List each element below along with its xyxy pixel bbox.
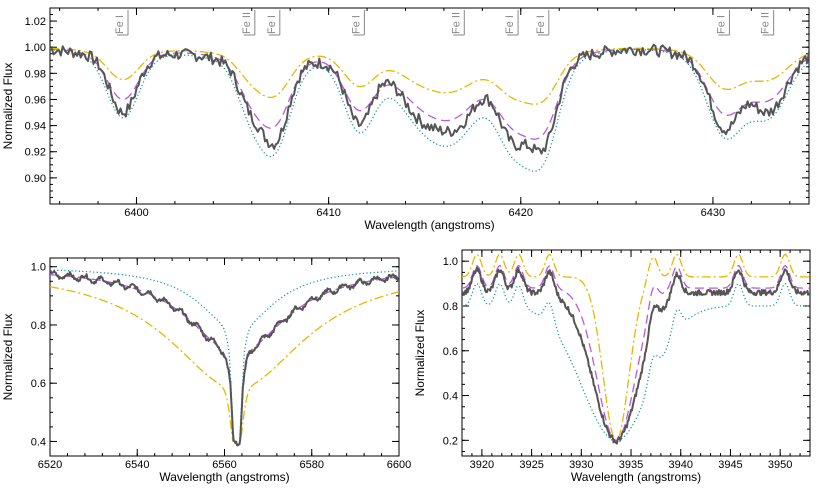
x-tick-label: 6420 <box>509 207 533 219</box>
line-id-label: Fe II <box>450 12 462 34</box>
y-tick-label: 0.6 <box>31 378 46 390</box>
x-tick-label: 3920 <box>470 459 494 471</box>
x-tick-label: 6400 <box>124 207 148 219</box>
y-tick-label: 0.94 <box>25 121 46 133</box>
y-tick-label: 0.90 <box>25 173 46 185</box>
line-id-label: Fe II <box>760 12 772 34</box>
x-tick-label: 3945 <box>718 459 742 471</box>
panel-0: 6400 6410 6420 6430 0.90 0.92 0.94 0.96 0.98 1.00… <box>1 7 809 232</box>
panel-1: 6520 6540 6560 6580 6600 0.4 0.6 0.8 1.0 Waveleng… <box>1 258 411 484</box>
panel-top-frame <box>49 7 810 205</box>
y-tick-label: 0.4 <box>31 436 46 448</box>
series-model-dashed <box>462 265 810 441</box>
y-tick-label: 1.00 <box>25 42 46 54</box>
y-tick-label: 0.92 <box>25 147 46 159</box>
x-tick-label: 6520 <box>38 459 62 471</box>
y-tick-label: 0.8 <box>443 301 458 313</box>
panel-cak-frame <box>461 249 811 457</box>
y-axis-label: Normalized Flux <box>1 63 15 150</box>
x-tick-label: 3935 <box>619 459 643 471</box>
series-observed <box>462 266 810 445</box>
line-id-label: Fe I <box>535 15 547 34</box>
y-axis-label: Normalized Flux <box>413 310 427 397</box>
x-axis-label: Wavelength (angstroms) <box>571 470 701 484</box>
spectra <box>462 253 810 445</box>
x-axis-label: Wavelength (angstroms) <box>159 470 289 484</box>
panel-2: 3920 3925 3930 3935 3940 3945 3950 0.2 0.4 0.6 0.8… <box>413 250 811 484</box>
y-tick-label: 0.8 <box>31 320 46 332</box>
y-tick-label: 1.0 <box>443 256 458 268</box>
y-tick-label: 1.0 <box>31 262 46 274</box>
y-tick-label: 1.02 <box>25 16 46 28</box>
series-model-dashdot <box>50 47 809 105</box>
line-id-label: Fe I <box>715 15 727 34</box>
spectra <box>50 269 399 447</box>
series-model-dashdot <box>462 253 810 441</box>
series-model-dotted <box>50 48 809 172</box>
x-axis-label: Wavelength (angstroms) <box>364 218 494 232</box>
series-model-dotted <box>50 269 399 443</box>
x-tick-label: 6410 <box>316 207 340 219</box>
x-tick-label: 3940 <box>669 459 693 471</box>
x-tick-label: 3930 <box>569 459 593 471</box>
y-tick-label: 0.2 <box>443 435 458 447</box>
series-model-dotted <box>462 282 810 444</box>
line-id-label: Fe I <box>114 15 126 34</box>
x-tick-label: 6600 <box>387 459 411 471</box>
series-observed <box>50 270 399 447</box>
series-observed <box>50 43 809 155</box>
line-id-label: Fe I <box>350 15 362 34</box>
x-tick-label: 6430 <box>701 207 725 219</box>
series-model-dashdot <box>50 286 399 443</box>
line-id-label: Fe I <box>266 15 278 34</box>
y-tick-label: 0.96 <box>25 94 46 106</box>
y-tick-label: 0.4 <box>443 391 458 403</box>
chart-layer: 6400 6410 6420 64300.900.920.940.960.981.00… <box>1 7 811 484</box>
x-tick-label: 3950 <box>768 459 792 471</box>
x-tick-label: 6580 <box>300 459 324 471</box>
y-tick-label: 0.6 <box>443 346 458 358</box>
series-model-dashed <box>50 48 809 140</box>
spectra <box>50 43 809 172</box>
x-tick-label: 3925 <box>519 459 543 471</box>
line-id-label: Fe II <box>241 12 253 34</box>
y-tick-label: 0.98 <box>25 68 46 80</box>
x-tick-label: 6560 <box>212 459 236 471</box>
y-axis-label: Normalized Flux <box>1 314 15 401</box>
x-tick-label: 6540 <box>125 459 149 471</box>
line-id-label: Fe I <box>504 15 516 34</box>
